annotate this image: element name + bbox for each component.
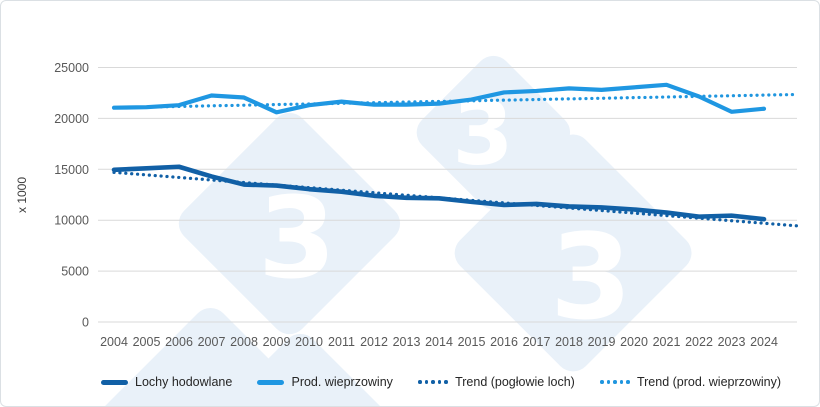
x-tick-label-2005: 2005 [133, 335, 161, 349]
x-axis-tick-labels: 2004 2005 2006 2007 2008 2009 2010 2011 2012 2013… [100, 335, 778, 349]
legend-item-trend-prod-wieprzowiny-: Trend (prod. wieprzowiny) [600, 375, 781, 389]
x-tick-label-2011: 2011 [328, 335, 355, 349]
watermark-digit-3: 3 [258, 174, 336, 304]
x-tick-label-2017: 2017 [523, 335, 551, 349]
x-tick-label-2004: 2004 [100, 335, 128, 349]
gridlines [98, 67, 797, 323]
x-tick-label-2009: 2009 [263, 335, 291, 349]
x-tick-label-2021: 2021 [653, 335, 681, 349]
legend-line-swatch [101, 379, 128, 385]
legend-label: Prod. wieprzowiny [291, 375, 393, 389]
x-tick-label-2019: 2019 [588, 335, 616, 349]
legend-label: Trend (pogłowie loch) [455, 375, 575, 389]
chart-legend: Lochy hodowlane Prod. wieprzowiny Trend (p… [101, 375, 781, 389]
legend-item-prod-wieprzowiny: Prod. wieprzowiny [257, 375, 393, 389]
y-axis-tick-labels: 0 5000 10000 15000 20000 25000 [54, 61, 89, 330]
legend-dotted-swatch [600, 380, 630, 384]
x-tick-label-2014: 2014 [425, 335, 453, 349]
legend-label: Lochy hodowlane [135, 375, 233, 389]
y-tick-label: 10000 [54, 214, 89, 228]
x-tick-label-2020: 2020 [620, 335, 648, 349]
y-tick-label: 5000 [61, 265, 89, 279]
legend-item-lochy-hodowlane: Lochy hodowlane [101, 375, 232, 389]
legend-label: Trend (prod. wieprzowiny) [636, 375, 781, 389]
x-tick-label-2007: 2007 [198, 335, 226, 349]
series-line-lochy-hodowlane [111, 164, 767, 222]
x-tick-label-2013: 2013 [393, 335, 421, 349]
chart-series-lines [111, 82, 799, 228]
x-tick-label-2008: 2008 [230, 335, 258, 349]
watermark-digit-3: 3 [452, 82, 514, 185]
legend-item-trend-pog-owie-loch-: Trend (pogłowie loch) [418, 375, 575, 389]
y-axis-title: x 1000 [15, 177, 29, 213]
y-tick-label: 15000 [54, 163, 89, 177]
x-tick-label-2006: 2006 [165, 335, 193, 349]
y-tick-label: 25000 [54, 61, 89, 75]
y-tick-label: 0 [82, 316, 89, 330]
series-line-prod-wieprzowiny [111, 82, 767, 115]
y-tick-label: 20000 [54, 112, 89, 126]
x-tick-label-2016: 2016 [490, 335, 518, 349]
legend-dotted-swatch [418, 380, 449, 384]
x-tick-label-2010: 2010 [295, 335, 323, 349]
x-tick-label-2012: 2012 [360, 335, 388, 349]
x-tick-label-2023: 2023 [718, 335, 746, 349]
legend-line-swatch [257, 379, 285, 385]
x-tick-label-2022: 2022 [685, 335, 713, 349]
watermark-digit-3: 3 [549, 208, 633, 346]
x-tick-label-2024: 2024 [750, 335, 778, 349]
x-tick-label-2018: 2018 [555, 335, 583, 349]
x-tick-label-2015: 2015 [458, 335, 486, 349]
